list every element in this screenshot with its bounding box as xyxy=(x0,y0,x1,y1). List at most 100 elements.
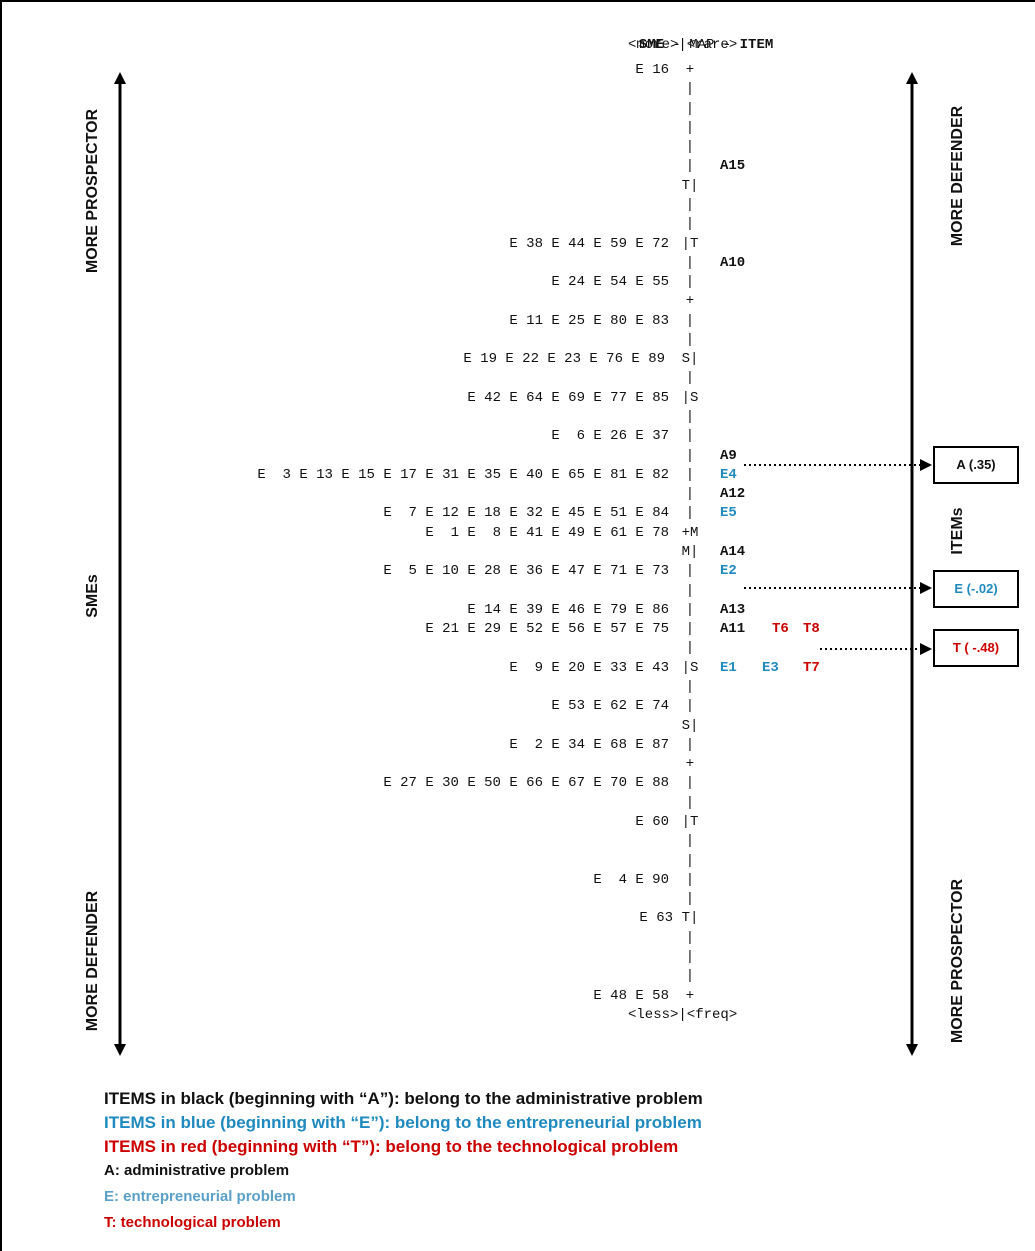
axis-mark: | xyxy=(685,698,695,714)
axis-mark: S| xyxy=(681,351,699,367)
axis-mark: |S xyxy=(681,660,699,676)
axis-mark: + xyxy=(685,293,695,309)
axis-mark: S| xyxy=(681,718,699,734)
axis-mark: | xyxy=(685,891,695,907)
sme-row: E 6 E 26 E 37 xyxy=(551,428,669,444)
axis-mark: | xyxy=(685,467,695,483)
sme-row: E 38 E 44 E 59 E 72 xyxy=(509,236,669,252)
item-a15: A15 xyxy=(720,158,746,174)
item-a9: A9 xyxy=(720,448,737,464)
axis-mark: | xyxy=(685,775,695,791)
axis-mark: | xyxy=(685,216,695,232)
axis-mark: | xyxy=(685,563,695,579)
axis-mark: | xyxy=(685,139,695,155)
sme-row: E 3 E 13 E 15 E 17 E 31 E 35 E 40 E 65 E… xyxy=(257,467,669,483)
item-e3: E3 xyxy=(762,660,779,676)
sme-row: E 4 E 90 xyxy=(593,872,669,888)
bottom-scale-label: <less>|<freq> xyxy=(628,1007,738,1023)
callout-box-e: E (-.02) xyxy=(933,570,1019,608)
sme-row: E 24 E 54 E 55 xyxy=(551,274,669,290)
axis-mark: | xyxy=(685,409,695,425)
sme-row: E 9 E 20 E 33 E 43 xyxy=(509,660,669,676)
item-e4: E4 xyxy=(720,467,737,483)
axis-mark: | xyxy=(685,853,695,869)
item-t6: T6 xyxy=(772,621,789,637)
sme-row: E 11 E 25 E 80 E 83 xyxy=(509,313,669,329)
axis-mark: |T xyxy=(681,814,699,830)
sme-row: E 27 E 30 E 50 E 66 E 67 E 70 E 88 xyxy=(383,775,669,791)
axis-mark: | xyxy=(685,120,695,136)
axis-mark: | xyxy=(685,197,695,213)
item-a13: A13 xyxy=(720,602,746,618)
axis-mark: | xyxy=(685,332,695,348)
axis-mark: | xyxy=(685,583,695,599)
sme-row: E 60 xyxy=(635,814,669,830)
callout-box-t: T ( -.48) xyxy=(933,629,1019,667)
sme-row: E 53 E 62 E 74 xyxy=(551,698,669,714)
axis-mark: | xyxy=(685,81,695,97)
axis-mark: | xyxy=(685,428,695,444)
sme-row: E 42 E 64 E 69 E 77 E 85 xyxy=(467,390,669,406)
item-a14: A14 xyxy=(720,544,746,560)
sme-row: E 63 xyxy=(639,910,673,926)
axis-mark: +M xyxy=(681,525,699,541)
axis-mark: | xyxy=(685,505,695,521)
sme-row: E 1 E 8 E 41 E 49 E 61 E 78 xyxy=(425,525,669,541)
axis-mark: | xyxy=(685,313,695,329)
sme-row: E 48 E 58 xyxy=(593,988,669,1004)
sme-row: E 16 xyxy=(635,62,669,78)
item-e5: E5 xyxy=(720,505,737,521)
axis-mark: | xyxy=(685,602,695,618)
item-a10: A10 xyxy=(720,255,746,271)
axis-mark: |S xyxy=(681,390,699,406)
axis-mark: | xyxy=(685,370,695,386)
legend-line-red: ITEMS in red (beginning with “T”): belon… xyxy=(104,1137,679,1156)
legend-key-e: E: entrepreneurial problem xyxy=(104,1188,296,1205)
item-t8: T8 xyxy=(803,621,820,637)
axis-mark: | xyxy=(685,795,695,811)
sme-row: E 19 E 22 E 23 E 76 E 89 xyxy=(463,351,665,367)
axis-mark: | xyxy=(685,255,695,271)
sme-row: E 5 E 10 E 28 E 36 E 47 E 71 E 73 xyxy=(383,563,669,579)
item-e2: E2 xyxy=(720,563,737,579)
sme-row: E 14 E 39 E 46 E 79 E 86 xyxy=(467,602,669,618)
axis-mark: | xyxy=(685,486,695,502)
item-e1: E1 xyxy=(720,660,737,676)
axis-mark: + xyxy=(685,756,695,772)
axis-mark: | xyxy=(685,101,695,117)
axis-mark: | xyxy=(685,737,695,753)
legend-line-blue: ITEMS in blue (beginning with “E”): belo… xyxy=(104,1113,702,1132)
legend-key-a: A: administrative problem xyxy=(104,1162,290,1179)
axis-mark: | xyxy=(685,949,695,965)
axis-mark: M| xyxy=(681,544,699,560)
legend-line-black: ITEMS in black (beginning with “A”): bel… xyxy=(104,1089,703,1108)
sme-row: E 21 E 29 E 52 E 56 E 57 E 75 xyxy=(425,621,669,637)
axis-mark: |T xyxy=(681,236,699,252)
axis-mark: | xyxy=(685,448,695,464)
axis-mark: | xyxy=(685,621,695,637)
item-a12: A12 xyxy=(720,486,746,502)
axis-mark: | xyxy=(685,833,695,849)
axis-mark: + xyxy=(685,62,695,78)
sme-row: E 7 E 12 E 18 E 32 E 45 E 51 E 84 xyxy=(383,505,669,521)
sme-row: E 2 E 34 E 68 E 87 xyxy=(509,737,669,753)
item-t7: T7 xyxy=(803,660,820,676)
callout-box-a: A (.35) xyxy=(933,446,1019,484)
axis-mark: | xyxy=(685,968,695,984)
axis-mark: T| xyxy=(681,910,699,926)
axis-mark: T| xyxy=(681,178,699,194)
legend-key-t: T: technological problem xyxy=(104,1214,281,1231)
axis-mark: | xyxy=(685,930,695,946)
axis-mark: | xyxy=(685,158,695,174)
axis-mark: | xyxy=(685,640,695,656)
axis-mark: | xyxy=(685,274,695,290)
right-double-arrow xyxy=(906,72,918,1056)
left-double-arrow xyxy=(114,72,126,1056)
top-scale-label: <more>|<rare> xyxy=(628,37,738,53)
axis-mark: | xyxy=(685,679,695,695)
axis-mark: | xyxy=(685,872,695,888)
item-a11: A11 xyxy=(720,621,746,637)
map-title: SME - MAP - ITEM xyxy=(638,37,774,53)
